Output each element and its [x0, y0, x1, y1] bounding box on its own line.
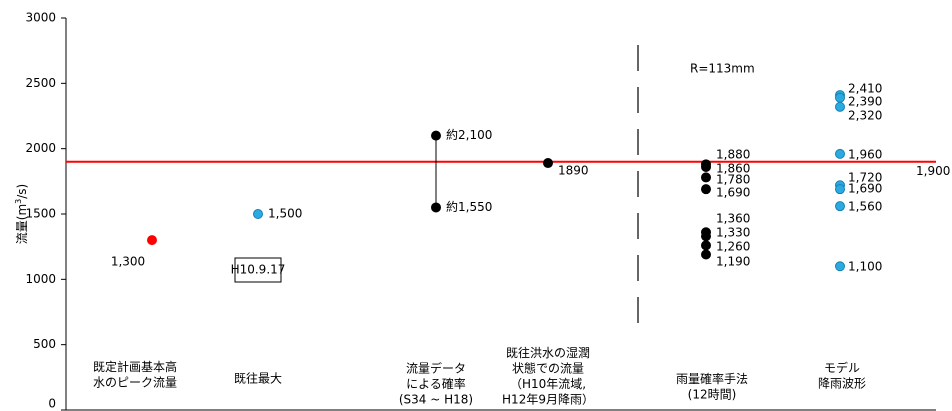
data-point: [835, 201, 845, 212]
category-label: 既往最大: [234, 371, 282, 386]
data-point: [701, 172, 711, 183]
value-label: 1,260: [716, 240, 750, 254]
data-point: [701, 249, 711, 260]
value-label: 1,960: [848, 148, 882, 162]
data-point: [701, 231, 711, 242]
data-point: [431, 202, 441, 213]
value-label: 1,780: [716, 173, 750, 187]
value-label: 2,410: [848, 82, 882, 96]
data-point: [701, 184, 711, 195]
value-label: 1,720: [848, 171, 882, 185]
note-box: [234, 257, 282, 283]
data-point: [835, 148, 845, 159]
value-label: 1,690: [716, 186, 750, 200]
category-label: による確率: [406, 376, 466, 391]
y-tick-label: 3000: [25, 11, 56, 25]
data-point: [835, 92, 845, 103]
category-label: 流量データ: [406, 361, 466, 376]
data-point: [701, 161, 711, 172]
category-label: (12時間): [688, 388, 737, 402]
category-label: 降雨波形: [818, 377, 866, 391]
data-point: [543, 158, 553, 169]
value-label: 1,690: [848, 182, 882, 196]
data-point: [701, 240, 711, 251]
category-label: 雨量確率手法: [676, 371, 748, 386]
data-point: [835, 101, 845, 112]
annotation: R=113mm: [690, 62, 755, 76]
value-label: 1,330: [716, 226, 750, 240]
value-label: 1,300: [111, 255, 145, 269]
value-label: 1,190: [716, 255, 750, 269]
category-label: モデル: [824, 360, 860, 375]
value-label: 1,100: [848, 260, 882, 274]
y-tick-label: 2000: [25, 141, 56, 155]
value-label: 約2,100: [446, 127, 492, 142]
value-label: 1,880: [716, 148, 750, 162]
category-label: H12年9月降雨）: [502, 393, 594, 407]
value-label: 1,860: [716, 162, 750, 176]
data-point: [147, 235, 157, 246]
data-point: [253, 209, 263, 219]
y-axis-label-part: /s): [15, 184, 29, 199]
value-label: 1,360: [716, 212, 750, 226]
value-label: 2,390: [848, 95, 882, 109]
value-label: 1,560: [848, 200, 882, 214]
y-tick-label: 500: [33, 337, 56, 351]
y-tick-label: 1000: [25, 272, 56, 286]
y-axis-label-part: 3: [14, 199, 23, 204]
y-tick-label: 1500: [25, 207, 56, 221]
reference-label: 1,900: [916, 164, 950, 178]
data-point: [431, 130, 441, 141]
category-label: （H10年流域,: [510, 377, 586, 391]
y-tick-label: 2500: [25, 76, 56, 90]
value-label: 1890: [558, 164, 589, 178]
category-label: 状態での流量: [512, 361, 584, 376]
category-label: 既定計画基本高: [93, 359, 177, 374]
note: H10.9.17: [231, 263, 286, 277]
category-label: 水のピーク流量: [93, 376, 177, 390]
y-tick-label: 0: [48, 397, 56, 411]
value-label: 約1,550: [446, 199, 492, 214]
y-axis-label: 流量(m3/s): [14, 184, 29, 244]
category-label: (S34 ~ H18): [399, 393, 473, 407]
value-label: 1,500: [268, 207, 302, 221]
category-label: 既往洪水の湿潤: [506, 345, 590, 360]
y-axis-label-part: 流量(m: [15, 204, 29, 244]
value-label: 2,320: [848, 109, 882, 123]
data-point: [835, 184, 845, 195]
data-point: [835, 261, 845, 272]
